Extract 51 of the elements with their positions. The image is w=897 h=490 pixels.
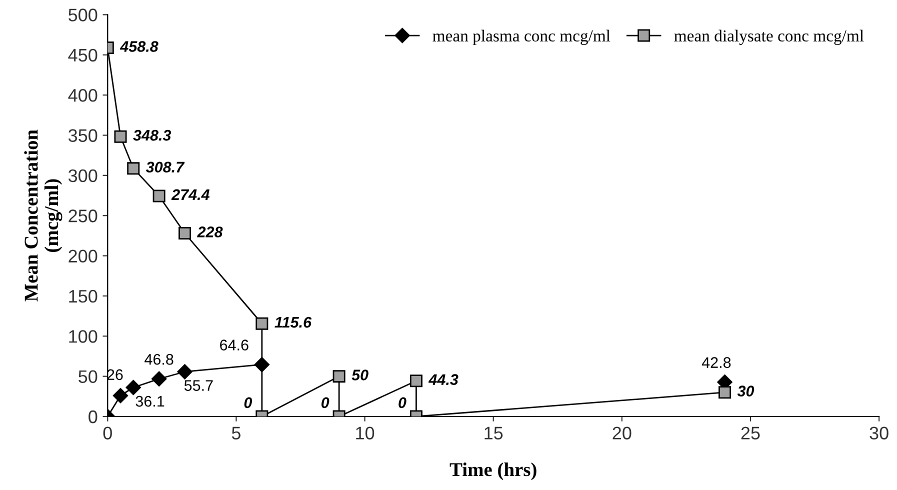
y-tick-label: 50 [78,370,98,384]
legend-label: mean dialysate conc mcg/ml [674,30,864,45]
point [718,386,732,399]
x-tick-label: 5 [232,426,240,440]
x-axis-title: Time (hrs) [450,462,536,480]
data-label: 36.1 [136,396,164,407]
x-tick-label: 15 [484,426,503,440]
data-label: 55.7 [184,380,213,391]
data-label: 30 [737,386,754,396]
y-tick-label: 150 [69,290,98,303]
x-tick-label: 25 [741,426,760,440]
data-label: 348.3 [133,130,172,141]
data-label: 0 [244,397,252,408]
y-tick-label: 400 [68,88,98,102]
legend-label: mean plasma conc mcg/ml [432,30,610,45]
data-label: 308.7 [146,162,185,173]
point [178,227,192,240]
point [112,388,128,404]
data-label: 274.4 [171,189,210,200]
y-tick-label: 350 [68,129,98,142]
data-label: 46.8 [144,354,174,365]
point [177,364,192,380]
data-label: 228 [197,226,223,238]
x-tick-label: 0 [103,426,112,440]
y-tick-label: 450 [68,48,98,62]
point [152,190,166,202]
point [127,162,140,175]
y-tick-label: 300 [68,169,98,182]
data-label: 42.8 [702,357,731,368]
data-label: 0 [321,397,330,408]
y-tick-label: 250 [68,210,98,222]
data-label: 44.3 [428,374,458,385]
point [114,130,127,143]
data-label: 458.8 [120,41,158,52]
y-tick-label: 200 [68,250,98,262]
y-axis-title: Mean Concentration (mcg/ml) [24,130,62,302]
x-tick-label: 20 [612,426,632,440]
point [256,317,268,330]
data-label: 115.6 [274,316,312,328]
point [126,380,141,396]
point [332,370,346,383]
y-tick-label: 100 [69,330,98,343]
point [410,374,422,388]
x-tick-label: 30 [870,426,888,440]
data-label: 50 [352,370,368,380]
x-tick-label: 10 [356,426,374,440]
data-label: 64.6 [220,340,248,350]
point [152,371,167,386]
data-label: 0 [398,397,406,408]
y-tick-label: 500 [68,8,98,22]
y-tick-label: 0 [88,410,98,424]
